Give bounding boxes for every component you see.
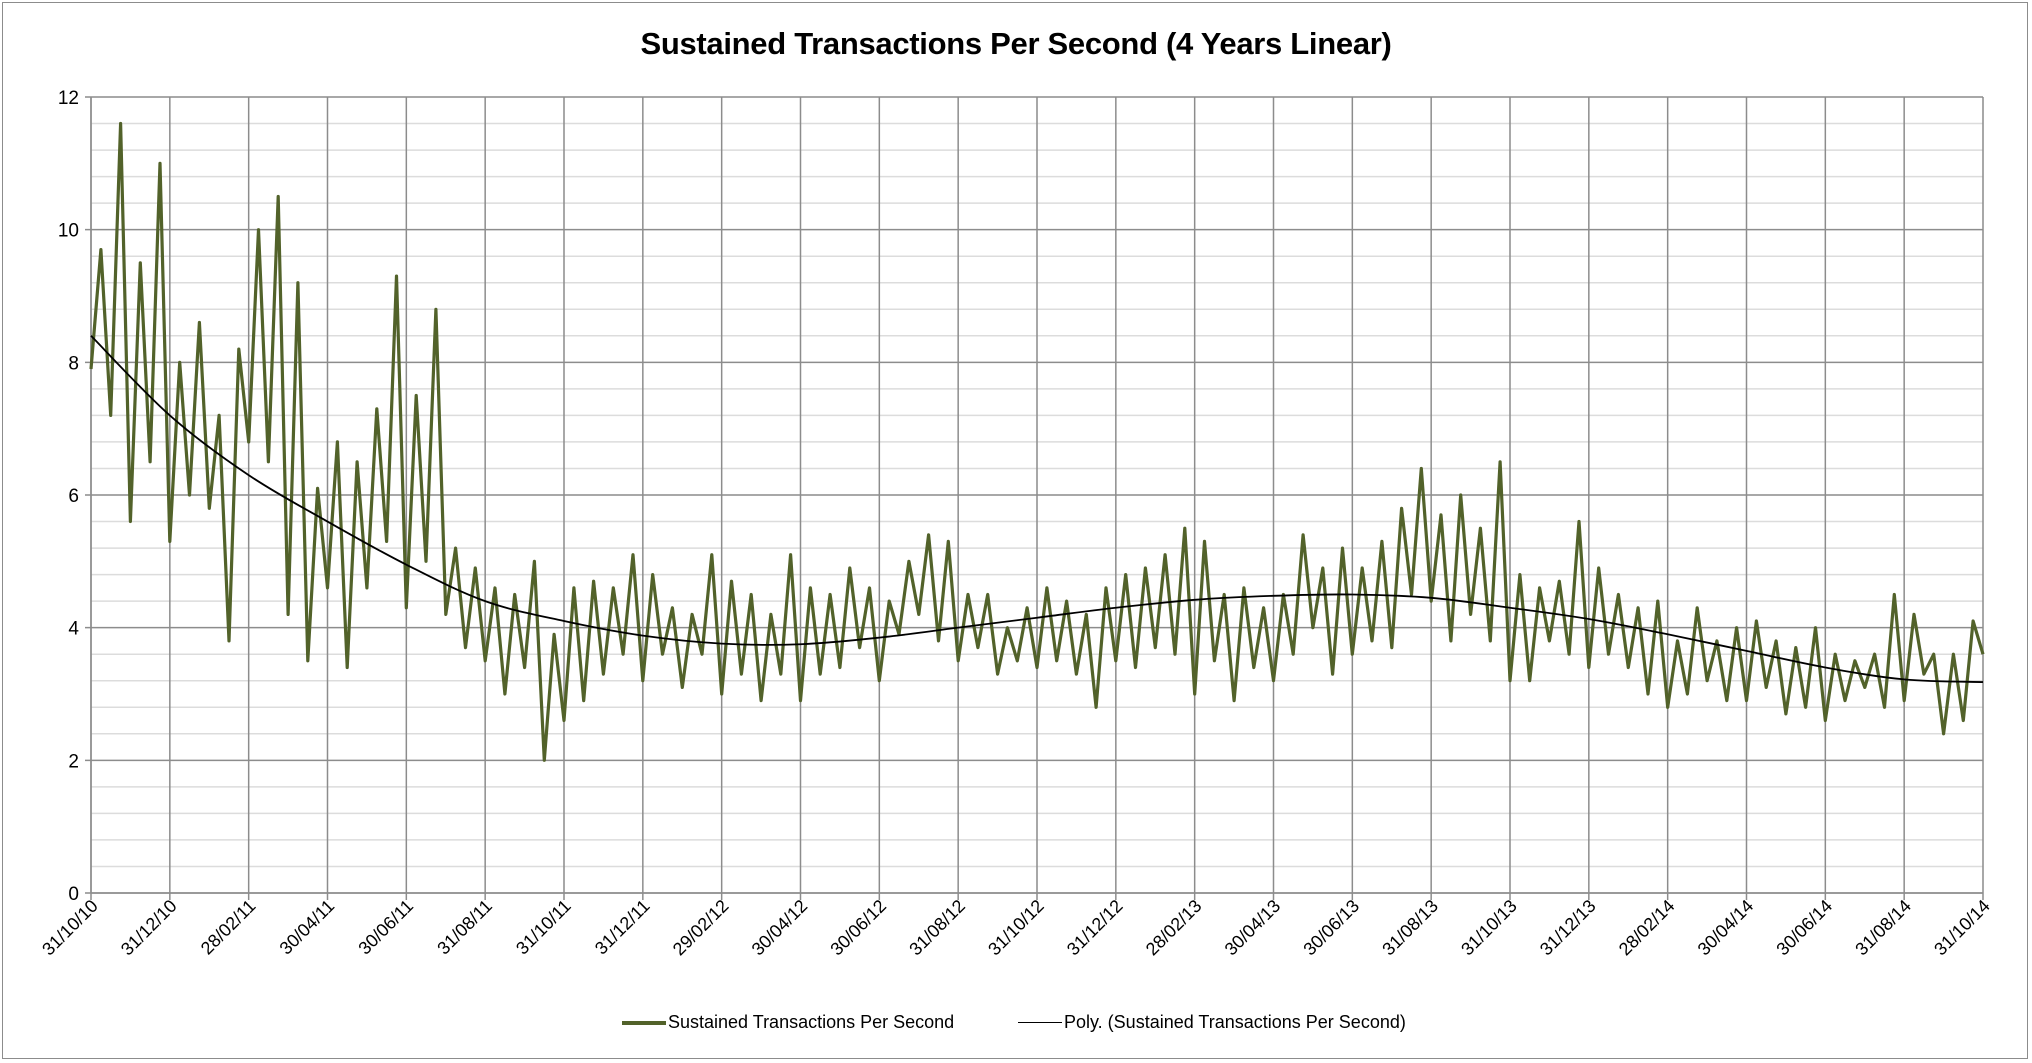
grid-lines — [85, 96, 1984, 900]
x-tick-label: 30/04/13 — [1221, 896, 1285, 960]
y-tick-label: 10 — [58, 221, 79, 242]
legend: Sustained Transactions Per Second Poly. … — [0, 1012, 2032, 1042]
chart-title: Sustained Transactions Per Second (4 Yea… — [640, 26, 1392, 61]
x-tick-label: 31/10/12 — [984, 896, 1048, 960]
x-tick-label: 31/12/11 — [591, 896, 654, 959]
legend-label-series: Sustained Transactions Per Second — [668, 1012, 955, 1032]
x-tick-label: 28/02/11 — [197, 896, 260, 959]
y-tick-label: 0 — [68, 884, 79, 905]
legend-label-trend: Poly. (Sustained Transactions Per Second… — [1064, 1012, 1406, 1032]
x-tick-label: 30/04/14 — [1694, 896, 1758, 960]
x-tick-label: 30/06/14 — [1772, 896, 1836, 960]
series-line-sustained-tps — [89, 121, 1985, 762]
x-tick-label: 30/06/13 — [1299, 896, 1363, 960]
x-tick-label: 30/06/12 — [826, 896, 890, 960]
x-tick-label: 29/02/12 — [669, 896, 733, 960]
x-tick-label: 31/10/10 — [38, 896, 102, 960]
legend-item-trend: Poly. (Sustained Transactions Per Second… — [1018, 1012, 1406, 1033]
x-tick-label: 30/04/12 — [748, 896, 812, 960]
legend-swatch-green — [622, 1020, 666, 1025]
x-tick-label: 30/04/11 — [276, 896, 339, 959]
x-tick-label: 31/10/11 — [512, 896, 575, 959]
x-tick-label: 28/02/13 — [1142, 896, 1206, 960]
x-tick-label: 31/10/13 — [1457, 896, 1521, 960]
x-tick-label: 31/12/13 — [1536, 896, 1600, 960]
y-axis-tick-labels: 0 2 4 6 8 10 12 — [58, 88, 80, 905]
x-tick-label: 31/10/14 — [1930, 896, 1994, 960]
x-tick-label: 31/12/12 — [1063, 896, 1127, 960]
y-tick-label: 4 — [68, 619, 79, 640]
legend-swatch-black — [1018, 1022, 1062, 1023]
plot-series — [89, 121, 1985, 762]
y-tick-label: 6 — [68, 486, 79, 507]
y-tick-label: 12 — [58, 88, 79, 109]
y-tick-label: 8 — [68, 353, 79, 374]
legend-item-series: Sustained Transactions Per Second — [622, 1012, 954, 1033]
x-tick-label: 31/08/14 — [1851, 896, 1915, 960]
x-tick-label: 31/08/13 — [1378, 896, 1442, 960]
x-tick-label: 31/08/11 — [433, 896, 496, 959]
y-tick-label: 2 — [68, 751, 79, 772]
x-axis-tick-labels: 31/10/10 31/12/10 28/02/11 30/04/11 30/06/11… — [38, 896, 1994, 960]
x-tick-label: 31/08/12 — [905, 896, 969, 960]
trend-line-poly — [90, 335, 1984, 683]
x-tick-label: 31/12/10 — [117, 896, 181, 960]
x-tick-label: 30/06/11 — [354, 896, 417, 959]
axes — [90, 97, 1983, 894]
x-tick-label: 28/02/14 — [1615, 896, 1679, 960]
